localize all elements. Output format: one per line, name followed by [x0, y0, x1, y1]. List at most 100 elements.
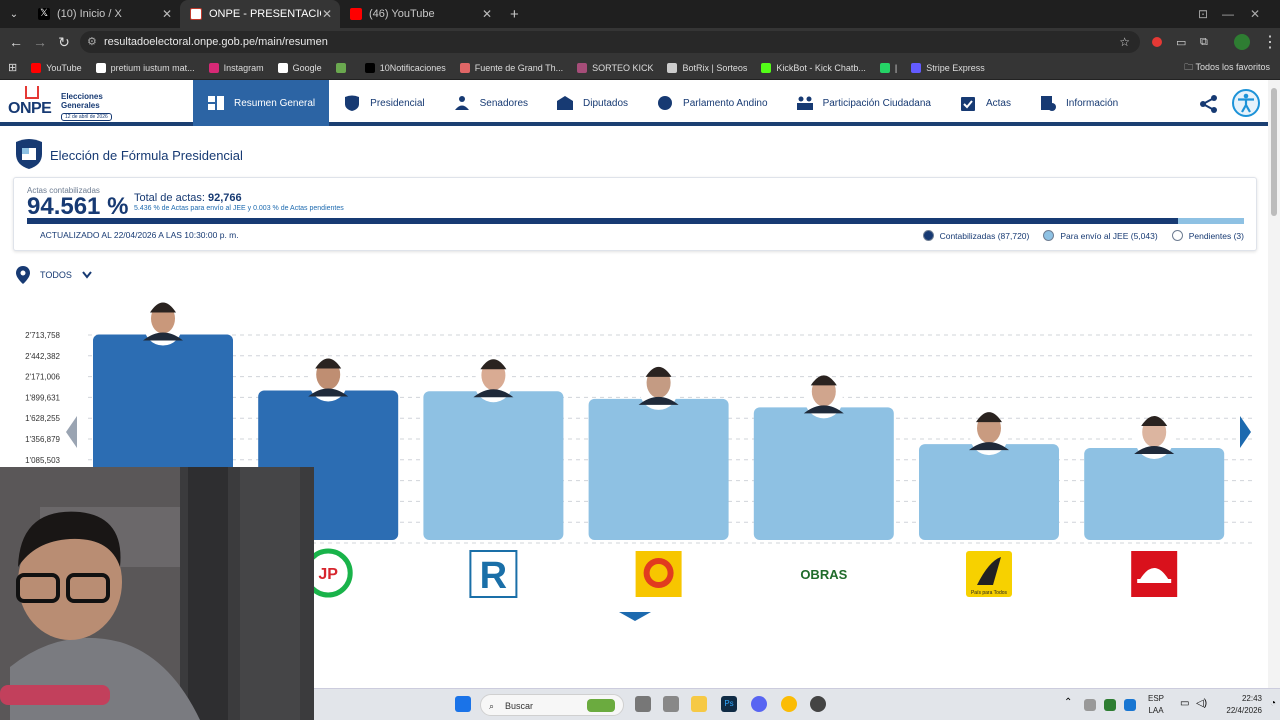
menu-item-senadores[interactable]: Senadores [439, 80, 542, 126]
close-tab-icon[interactable]: ✕ [161, 7, 172, 21]
candidate-bar[interactable] [919, 444, 1059, 540]
scrollbar-thumb[interactable] [1271, 88, 1277, 216]
party-sun-face-icon [649, 564, 668, 582]
close-tab-icon[interactable]: ✕ [481, 7, 492, 21]
chrome-icon[interactable] [781, 696, 797, 712]
all-bookmarks[interactable]: 🗀 Todos los favoritos [1184, 60, 1270, 76]
notification-bell-icon[interactable]: ◔ [1269, 698, 1276, 709]
clock[interactable]: 22:43 22/4/2026 [1226, 693, 1262, 717]
back-icon[interactable]: ← [9, 34, 23, 50]
candidate-bar[interactable] [753, 407, 894, 540]
bookmark-item[interactable]: 10Notificaciones [364, 62, 446, 73]
lang-bottom: LAA [1148, 706, 1164, 715]
bookmark-item[interactable]: SORTEO KICK [577, 62, 654, 73]
site-info-icon[interactable]: ⚙ [87, 36, 97, 48]
onpe-favicon-icon [190, 8, 202, 20]
menu-item-diputados[interactable]: Diputados [542, 80, 642, 126]
tray-chevron-up-icon[interactable]: ⌃ [1064, 697, 1073, 708]
bookmark-label: YouTube [46, 62, 82, 73]
taskbar-search[interactable]: ⌕ Buscar [480, 694, 624, 716]
bookmark-item[interactable]: | [879, 62, 897, 73]
y-tick-label: 1'899,631 [25, 393, 60, 402]
legend-label: Contabilizadas (87,720) [939, 230, 1030, 241]
bookmark-item[interactable] [335, 62, 351, 73]
party-logo-text: País para Todos [971, 590, 1008, 596]
tray-icon-3[interactable] [1124, 699, 1136, 711]
reload-icon[interactable]: ↻ [58, 33, 70, 50]
y-tick-label: 1'085,503 [25, 456, 60, 465]
profile-icon[interactable]: ⊡ [1198, 7, 1209, 21]
bookmark-favicon-icon [277, 62, 288, 73]
candidate-bar[interactable] [588, 398, 729, 540]
bookmark-item[interactable]: Google [277, 62, 322, 73]
bookmark-item[interactable]: pretium iustum mat... [95, 62, 195, 73]
page-scrollbar[interactable] [1268, 80, 1280, 688]
apps-icon[interactable]: ⊞ [8, 62, 18, 74]
accessibility-icon[interactable] [1232, 89, 1260, 117]
menu-item-informaci-n[interactable]: Información [1025, 80, 1132, 126]
onpe-logo[interactable]: ONPE Elecciones Generales 12 de abril de… [8, 86, 114, 124]
bookmark-item[interactable]: Instagram [208, 62, 264, 73]
network-icon[interactable]: ▭ [1180, 698, 1190, 709]
browser-tab-youtube[interactable]: (46) YouTube ✕ [340, 0, 500, 28]
app-icon-2[interactable] [810, 696, 826, 712]
volume-icon[interactable]: ◁) [1196, 698, 1208, 709]
bookmark-label: SORTEO KICK [592, 62, 654, 73]
candidate-hair [480, 359, 507, 370]
logo-text: ONPE [8, 100, 52, 117]
forward-icon[interactable]: → [33, 34, 47, 50]
close-tab-icon[interactable]: ✕ [321, 7, 332, 21]
bookmark-item[interactable]: Fuente de Grand Th... [459, 62, 563, 73]
chart-next-arrow-icon[interactable] [1240, 416, 1251, 448]
bookmark-item[interactable]: Stripe Express [911, 62, 985, 73]
menu-item-resumen-general[interactable]: Resumen General [193, 80, 330, 126]
extension-red-icon[interactable] [1152, 37, 1162, 47]
actas-percentage: 94.561 % [27, 193, 129, 220]
legend-item: Para envío al JEE (5,043) [1043, 230, 1158, 241]
start-windows-icon[interactable] [455, 696, 471, 712]
region-filter[interactable]: TODOS [16, 266, 92, 284]
search-highlight-icon [587, 699, 615, 712]
menu-item-actas[interactable]: Actas [945, 80, 1025, 126]
new-tab-button[interactable]: + [510, 5, 519, 23]
bookmark-item[interactable]: BotRix | Sorteos [667, 62, 747, 73]
bookmark-item[interactable]: KickBot - Kick Chatb... [761, 62, 866, 73]
tray-icon[interactable] [1084, 699, 1096, 711]
legend-dot-icon [1043, 230, 1055, 241]
photoshop-icon[interactable]: Ps [721, 696, 737, 712]
bookmark-label: 10Notificaciones [379, 62, 446, 73]
menu-item-label: Actas [985, 97, 1011, 109]
chart-prev-arrow-icon[interactable] [66, 416, 77, 448]
progress-bar [27, 218, 1244, 224]
discord-icon[interactable] [751, 696, 767, 712]
bookmark-favicon-icon [667, 62, 678, 73]
url-field[interactable]: ⚙ resultadoelectoral.onpe.gob.pe/main/re… [80, 31, 1140, 53]
menu-item-presidencial[interactable]: Presidencial [329, 80, 438, 126]
menu-item-parlamento-andino[interactable]: Parlamento Andino [642, 80, 782, 126]
menu-dots-icon[interactable]: ⋮ [1262, 34, 1278, 51]
file-explorer-icon[interactable] [691, 696, 707, 712]
extension-icon[interactable]: ▭ [1176, 36, 1187, 49]
avatar[interactable] [1234, 34, 1250, 50]
menu-item-label: Presidencial [370, 97, 425, 109]
close-window-icon[interactable]: ✕ [1250, 7, 1261, 21]
candidate-bar[interactable] [1084, 447, 1225, 540]
menu-item-participaci-n-ciudadana[interactable]: Participación Ciudadana [782, 80, 945, 126]
total-actas: Total de actas: 92,766 [134, 192, 242, 204]
browser-tab-onpe[interactable]: ONPE - PRESENTACIÓN DE RES ✕ [180, 0, 340, 28]
share-icon[interactable] [1199, 94, 1219, 119]
tab-title: (46) YouTube [369, 8, 435, 20]
tab-list-icon[interactable]: ⌄ [9, 8, 19, 20]
bookmark-item[interactable]: YouTube [31, 62, 82, 73]
bookmark-star-icon[interactable]: ☆ [1119, 35, 1130, 49]
browser-tab-x[interactable]: 𝕏 (10) Inicio / X ✕ [28, 0, 180, 28]
legend-dot-icon [1171, 230, 1183, 241]
task-view-icon[interactable] [635, 696, 651, 712]
candidate-hair [150, 302, 176, 313]
tray-icon-2[interactable] [1104, 699, 1116, 711]
language-indicator[interactable]: ESP LAA [1148, 693, 1164, 717]
puzzle-icon[interactable]: ⧉ [1200, 35, 1208, 48]
app-icon[interactable] [663, 696, 679, 712]
minimize-icon[interactable]: — [1222, 7, 1234, 21]
candidate-bar[interactable] [423, 391, 564, 540]
